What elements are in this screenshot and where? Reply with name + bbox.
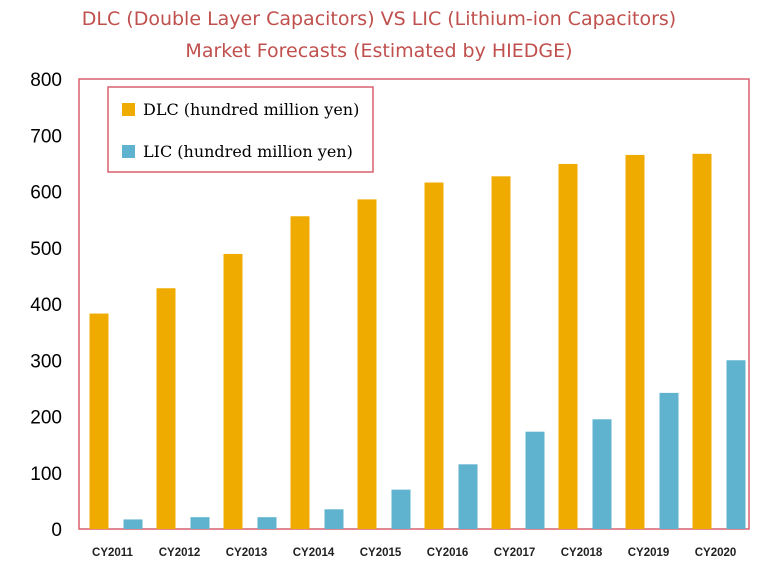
dlc-bar <box>491 176 511 529</box>
legend-swatch <box>122 145 135 158</box>
lic-bar <box>257 517 277 529</box>
lic-bar <box>525 431 545 529</box>
x-category-label: CY2017 <box>494 547 536 559</box>
y-tick-label: 500 <box>30 239 62 260</box>
lic-bar <box>458 464 478 529</box>
y-tick-label: 600 <box>30 183 62 204</box>
dlc-bar <box>692 153 712 529</box>
x-category-label: CY2020 <box>695 547 737 559</box>
dlc-bar <box>558 163 578 529</box>
plot-area-frame <box>78 78 750 530</box>
x-category-label: CY2013 <box>226 547 268 559</box>
y-tick-label: 0 <box>51 520 62 541</box>
dlc-bar <box>156 288 176 529</box>
lic-bar <box>726 360 746 529</box>
dlc-bar <box>424 182 444 529</box>
chart-title-line2: Market Forecasts (Estimated by HIEDGE) <box>185 40 573 62</box>
y-tick-label: 400 <box>30 295 62 316</box>
legend-box <box>107 86 374 173</box>
x-category-label: CY2015 <box>360 547 402 559</box>
legend-swatch <box>122 103 135 116</box>
dlc-bar <box>357 199 377 529</box>
x-category-label: CY2014 <box>293 547 335 559</box>
lic-bar <box>391 489 411 529</box>
lic-bar <box>324 509 344 529</box>
y-tick-label: 800 <box>30 70 62 91</box>
y-tick-label: 200 <box>30 408 62 429</box>
dlc-bar <box>223 253 243 529</box>
legend-label: LIC (hundred million yen) <box>143 142 353 161</box>
y-tick-label: 700 <box>30 126 62 147</box>
y-tick-label: 100 <box>30 464 62 485</box>
chart-title-line1: DLC (Double Layer Capacitors) VS LIC (Li… <box>81 8 677 30</box>
dlc-bar <box>89 313 109 529</box>
legend-label: DLC (hundred million yen) <box>143 100 359 119</box>
lic-bar <box>659 392 679 529</box>
dlc-bar <box>290 216 310 529</box>
dlc-bar <box>625 154 645 529</box>
x-category-label: CY2011 <box>92 547 134 559</box>
y-tick-label: 300 <box>30 351 62 372</box>
lic-bar <box>190 517 210 529</box>
lic-bar <box>123 519 143 529</box>
x-category-label: CY2019 <box>628 547 670 559</box>
x-category-label: CY2012 <box>159 547 201 559</box>
x-category-label: CY2016 <box>427 547 469 559</box>
x-category-label: CY2018 <box>561 547 603 559</box>
lic-bar <box>592 419 612 529</box>
